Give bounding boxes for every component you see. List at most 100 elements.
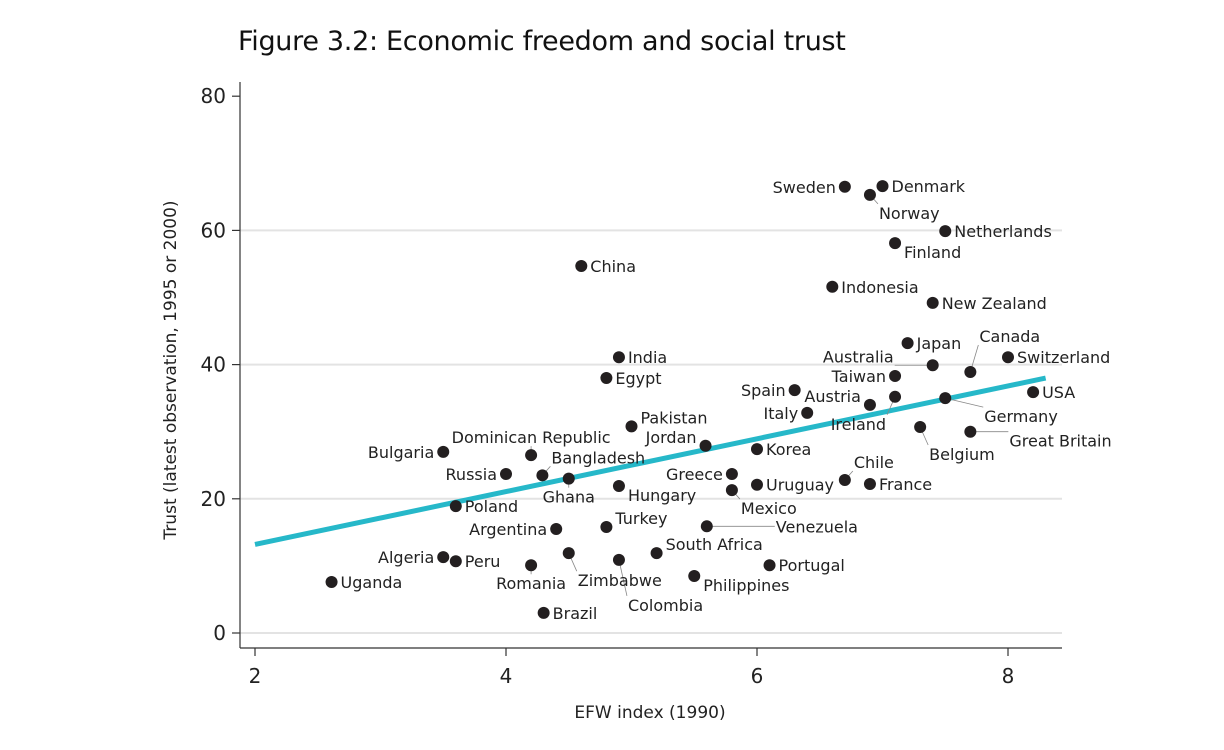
point-label: Venezuela xyxy=(776,517,858,536)
point-label: Colombia xyxy=(628,596,703,615)
point-label: Switzerland xyxy=(1017,348,1110,367)
point-label: Ireland xyxy=(831,415,886,434)
data-point xyxy=(562,472,575,485)
data-point xyxy=(725,484,738,497)
point-label: Mexico xyxy=(741,499,797,518)
point-label: Romania xyxy=(496,574,566,593)
point-label: New Zealand xyxy=(942,294,1047,313)
point-label: Zimbabwe xyxy=(578,571,662,590)
x-axis-label: EFW index (1990) xyxy=(574,703,725,723)
point-label: Algeria xyxy=(378,548,434,567)
data-point xyxy=(437,445,450,458)
data-point xyxy=(863,478,876,491)
data-point xyxy=(901,337,914,350)
data-point xyxy=(863,398,876,411)
y-tick-label: 60 xyxy=(201,218,226,242)
data-point xyxy=(889,237,902,250)
data-point xyxy=(838,474,851,487)
point-label: Portugal xyxy=(779,556,845,575)
y-tick-label: 0 xyxy=(213,621,226,645)
data-point xyxy=(926,296,939,309)
data-point xyxy=(437,551,450,564)
point-label: Russia xyxy=(446,465,497,484)
point-label: Sweden xyxy=(773,178,836,197)
y-tick-label: 80 xyxy=(201,84,226,108)
data-point xyxy=(1002,351,1014,364)
data-point xyxy=(751,478,763,491)
point-label: Canada xyxy=(979,327,1040,346)
point-label: Ghana xyxy=(543,488,595,507)
data-point xyxy=(863,188,876,201)
data-point xyxy=(550,522,563,535)
point-label: Taiwan xyxy=(831,367,886,386)
data-point xyxy=(575,259,588,272)
point-label: Italy xyxy=(763,404,798,423)
point-label: Argentina xyxy=(469,520,547,539)
data-point xyxy=(826,280,839,293)
point-label: Finland xyxy=(904,243,961,262)
data-point xyxy=(536,469,549,482)
data-point xyxy=(650,547,663,560)
point-label: Uganda xyxy=(341,573,403,592)
point-label: Denmark xyxy=(892,177,966,196)
point-label: Belgium xyxy=(929,445,995,464)
point-label: Japan xyxy=(916,334,962,353)
data-point xyxy=(612,553,625,566)
point-label: Bangladesh xyxy=(551,448,645,467)
x-tick-label: 2 xyxy=(249,664,262,688)
leader-line xyxy=(618,559,628,596)
data-point xyxy=(939,225,952,238)
data-point xyxy=(939,392,952,405)
data-point xyxy=(537,606,550,619)
y-axis-label: Trust (latest observation, 1995 or 2000) xyxy=(161,200,181,540)
point-label: Pakistan xyxy=(641,408,708,427)
data-point xyxy=(914,421,927,434)
data-point xyxy=(964,365,977,378)
point-label: Netherlands xyxy=(954,222,1052,241)
data-point xyxy=(699,439,712,452)
point-label: Poland xyxy=(465,497,518,516)
point-label: Dominican Republic xyxy=(452,428,611,447)
x-tick-label: 8 xyxy=(1002,664,1015,688)
chart-title: Figure 3.2: Economic freedom and social … xyxy=(238,26,846,57)
point-label: Norway xyxy=(879,204,940,223)
point-label: South Africa xyxy=(666,535,763,554)
point-label: Brazil xyxy=(553,604,598,623)
point-label: Great Britain xyxy=(1009,432,1111,451)
data-point xyxy=(449,555,462,568)
point-label: Philippines xyxy=(703,576,789,595)
data-point xyxy=(600,520,613,533)
point-label: Peru xyxy=(465,552,501,571)
x-tick-label: 4 xyxy=(500,664,513,688)
data-point xyxy=(449,500,462,513)
data-point xyxy=(612,351,625,364)
point-label: Hungary xyxy=(628,486,696,505)
data-point xyxy=(889,390,902,403)
data-point xyxy=(964,425,977,438)
point-label: Bulgaria xyxy=(368,443,434,462)
data-point xyxy=(688,569,701,582)
point-label: Spain xyxy=(741,381,786,400)
leader-line xyxy=(945,397,984,408)
data-point xyxy=(525,449,538,462)
point-label: Austria xyxy=(804,387,861,406)
point-label: China xyxy=(590,257,636,276)
data-point xyxy=(625,420,638,433)
point-label: India xyxy=(628,348,667,367)
x-tick-label: 6 xyxy=(751,664,764,688)
point-label: Uruguay xyxy=(766,476,834,495)
fit-line xyxy=(254,375,1047,547)
point-label: Chile xyxy=(854,453,894,472)
data-point xyxy=(562,547,575,560)
y-tick-label: 40 xyxy=(201,353,226,377)
point-label: USA xyxy=(1042,383,1075,402)
data-point xyxy=(1027,386,1040,399)
data-point xyxy=(600,372,613,385)
point-label: Germany xyxy=(984,407,1058,426)
point-label: Korea xyxy=(766,440,811,459)
data-point xyxy=(325,576,338,589)
data-point xyxy=(525,559,538,572)
point-label: Indonesia xyxy=(841,278,918,297)
point-label: Greece xyxy=(666,465,723,484)
